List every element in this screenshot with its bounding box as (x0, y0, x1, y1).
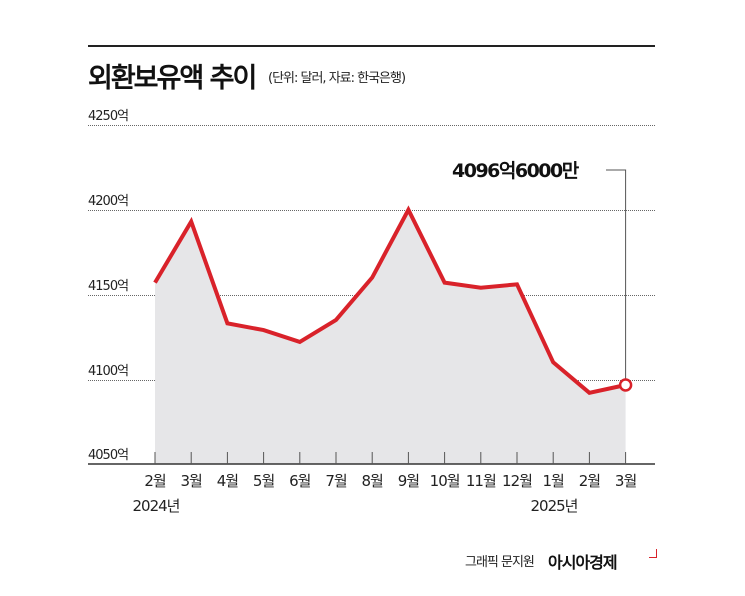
year-label-2024: 2024년 (132, 497, 181, 515)
brand-mark-icon (649, 549, 657, 558)
chart-title: 외환보유액 추이 (88, 63, 257, 94)
data-line (153, 205, 627, 395)
callout-value-label: 4096억6000만 (452, 160, 579, 182)
y-tick-4050: 4050억 (88, 448, 129, 463)
x-tick-label: 4월 (216, 472, 239, 490)
x-tick-label: 2월 (578, 472, 601, 490)
x-tick-label: 7월 (325, 472, 347, 490)
top-rule (88, 45, 655, 47)
y-tick-4200: 4200억 (88, 194, 129, 209)
y-tick-4150: 4150억 (88, 279, 129, 294)
x-tick-label: 2월 (144, 472, 166, 490)
x-tick-label: 10월 (429, 472, 461, 490)
chart-subtitle: (단위: 달러, 자료: 한국은행) (268, 71, 406, 86)
x-tick-label: 3월 (614, 472, 637, 490)
x-tick-label: 12월 (502, 472, 533, 490)
last-point-marker (618, 378, 633, 392)
x-tick-label: 5월 (252, 472, 275, 490)
y-tick-4100: 4100억 (88, 364, 129, 379)
x-tick-label: 1월 (542, 472, 565, 490)
x-tick-label: 8월 (361, 472, 384, 490)
y-tick-4250: 4250억 (88, 109, 129, 124)
x-tick-label: 3월 (180, 472, 203, 490)
gridline-4250 (88, 125, 655, 126)
callout-leader-line (606, 169, 627, 380)
graphic-credit: 그래픽 문지원 (465, 555, 535, 570)
gridline-4200 (88, 210, 655, 211)
brand-logo-text: 아시아경제 (548, 553, 618, 572)
x-tick-label: 11월 (465, 472, 497, 490)
x-tick-label: 9월 (397, 472, 420, 490)
year-label-2025: 2025년 (530, 497, 579, 515)
area-fill (155, 209, 626, 464)
x-tick-label: 6월 (289, 472, 311, 490)
x-axis-ticks (154, 452, 627, 464)
